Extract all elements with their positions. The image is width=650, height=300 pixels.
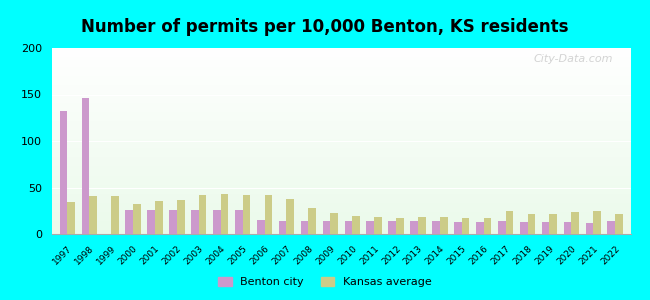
Bar bbox=[506, 211, 514, 234]
Bar bbox=[257, 220, 265, 234]
Bar bbox=[60, 111, 68, 234]
Bar bbox=[593, 211, 601, 234]
Bar bbox=[111, 196, 119, 234]
Bar bbox=[374, 217, 382, 234]
Bar bbox=[82, 98, 89, 234]
Bar bbox=[322, 221, 330, 234]
Bar bbox=[148, 210, 155, 234]
Bar bbox=[242, 195, 250, 234]
Bar bbox=[287, 199, 294, 234]
Bar bbox=[432, 221, 440, 234]
Bar bbox=[199, 195, 207, 234]
Bar bbox=[265, 195, 272, 234]
Bar bbox=[608, 221, 615, 234]
Bar bbox=[344, 221, 352, 234]
Bar bbox=[125, 210, 133, 234]
Bar bbox=[528, 214, 535, 234]
Bar bbox=[418, 217, 426, 234]
Bar bbox=[498, 221, 506, 234]
Bar bbox=[155, 202, 162, 234]
Bar bbox=[221, 194, 228, 234]
Bar bbox=[454, 222, 462, 234]
Bar bbox=[308, 208, 316, 234]
Bar bbox=[191, 210, 199, 234]
Bar bbox=[367, 221, 374, 234]
Bar bbox=[68, 202, 75, 234]
Bar bbox=[462, 218, 469, 234]
Bar bbox=[301, 221, 308, 234]
Bar bbox=[476, 222, 484, 234]
Bar bbox=[396, 218, 404, 234]
Text: Number of permits per 10,000 Benton, KS residents: Number of permits per 10,000 Benton, KS … bbox=[81, 18, 569, 36]
Bar bbox=[586, 223, 593, 234]
Bar bbox=[520, 222, 528, 234]
Bar bbox=[484, 218, 491, 234]
Bar bbox=[235, 210, 242, 234]
Bar bbox=[571, 212, 579, 234]
Bar bbox=[564, 222, 571, 234]
Bar bbox=[440, 217, 448, 234]
Text: City-Data.com: City-Data.com bbox=[534, 54, 613, 64]
Bar bbox=[615, 214, 623, 234]
Bar bbox=[330, 213, 338, 234]
Legend: Benton city, Kansas average: Benton city, Kansas average bbox=[214, 272, 436, 291]
Bar bbox=[133, 204, 141, 234]
Bar bbox=[213, 210, 221, 234]
Bar bbox=[549, 214, 557, 234]
Bar bbox=[410, 221, 418, 234]
Bar bbox=[169, 210, 177, 234]
Bar bbox=[541, 222, 549, 234]
Bar bbox=[279, 221, 287, 234]
Bar bbox=[89, 196, 97, 234]
Bar bbox=[388, 221, 396, 234]
Bar bbox=[177, 200, 185, 234]
Bar bbox=[352, 216, 360, 234]
